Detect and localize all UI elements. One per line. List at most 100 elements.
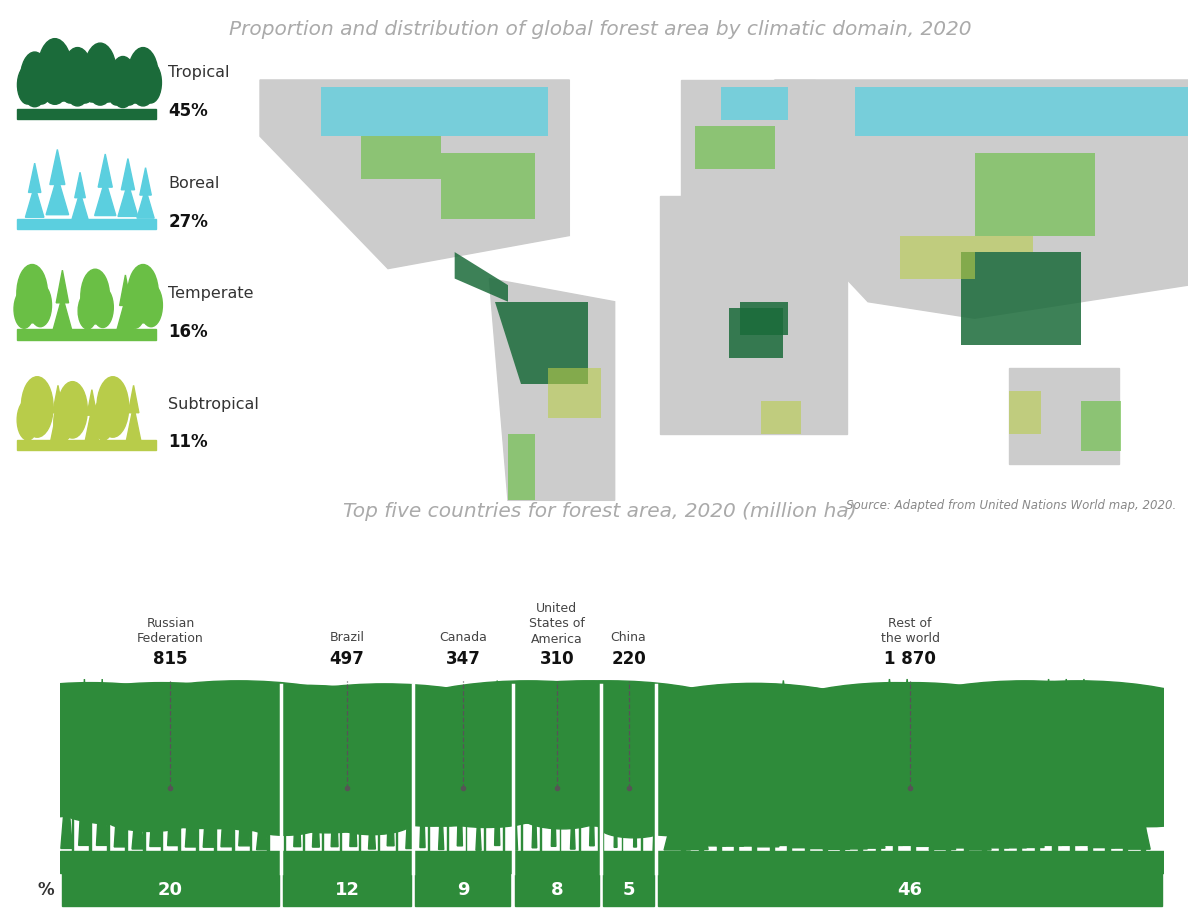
Circle shape [1022,761,1200,822]
Circle shape [727,727,952,802]
Circle shape [372,725,598,800]
Polygon shape [551,750,556,846]
Bar [1105,794,1110,855]
Circle shape [610,782,734,823]
Circle shape [794,727,1016,802]
Bar [232,779,234,855]
Polygon shape [647,705,649,768]
Circle shape [524,765,680,817]
Polygon shape [1106,773,1133,848]
Circle shape [112,694,390,787]
Polygon shape [752,689,768,759]
Circle shape [54,403,73,441]
Circle shape [437,790,546,827]
Circle shape [745,750,950,819]
Polygon shape [1004,727,1022,784]
Circle shape [886,721,1117,798]
Polygon shape [858,774,884,848]
Polygon shape [25,186,44,217]
Polygon shape [1036,729,1050,782]
Polygon shape [476,774,480,809]
Polygon shape [406,779,413,848]
Circle shape [352,713,630,807]
Circle shape [468,756,637,812]
Circle shape [445,743,641,809]
Circle shape [187,742,383,808]
Polygon shape [805,753,821,796]
Polygon shape [1075,679,1093,756]
Polygon shape [203,761,215,847]
Circle shape [833,778,967,823]
Circle shape [361,757,515,808]
Polygon shape [50,405,65,441]
Circle shape [648,693,930,787]
Circle shape [14,290,34,329]
Polygon shape [326,793,330,819]
Polygon shape [761,401,802,434]
Polygon shape [912,751,938,846]
Circle shape [251,767,388,813]
Circle shape [0,744,169,809]
Circle shape [10,694,325,800]
Bar [281,851,413,873]
Circle shape [991,812,1064,837]
Polygon shape [95,179,116,216]
Circle shape [0,713,218,806]
Circle shape [872,761,1037,816]
Polygon shape [253,732,259,784]
Polygon shape [1000,753,1015,796]
Polygon shape [1000,771,1026,848]
Polygon shape [415,746,418,792]
Circle shape [46,742,241,808]
Circle shape [719,745,912,809]
Circle shape [0,764,126,817]
Circle shape [586,787,691,822]
Circle shape [196,701,498,802]
Circle shape [683,748,866,809]
Circle shape [553,699,860,801]
Polygon shape [95,45,106,94]
Circle shape [923,683,1200,783]
Polygon shape [116,299,134,330]
Bar [893,779,898,855]
Polygon shape [660,196,847,434]
Circle shape [20,52,49,107]
Circle shape [408,734,620,805]
Text: 16%: 16% [168,323,208,342]
Circle shape [223,738,427,807]
Polygon shape [682,792,708,849]
Circle shape [0,737,160,806]
Circle shape [940,746,1130,809]
Circle shape [718,749,899,809]
Circle shape [968,765,1126,818]
Circle shape [710,736,919,806]
Circle shape [342,749,522,809]
Circle shape [424,748,592,804]
Polygon shape [457,744,462,845]
Circle shape [860,752,1036,811]
Circle shape [127,48,158,106]
Circle shape [229,748,415,810]
Circle shape [18,66,37,104]
Circle shape [446,741,641,807]
Polygon shape [634,760,636,847]
Bar [107,786,109,855]
Polygon shape [494,739,499,845]
Circle shape [353,789,455,823]
Circle shape [259,759,427,815]
Circle shape [19,745,192,802]
Polygon shape [350,701,355,768]
Bar [17,439,156,450]
Circle shape [672,812,746,837]
Polygon shape [664,797,690,850]
Bar [659,873,1162,906]
Circle shape [624,761,788,816]
Polygon shape [682,762,697,801]
Circle shape [29,283,52,327]
Text: Russian
Federation: Russian Federation [137,617,204,645]
Circle shape [0,769,82,814]
Circle shape [593,685,926,797]
Circle shape [367,785,488,826]
Circle shape [204,797,306,831]
Circle shape [426,701,694,790]
